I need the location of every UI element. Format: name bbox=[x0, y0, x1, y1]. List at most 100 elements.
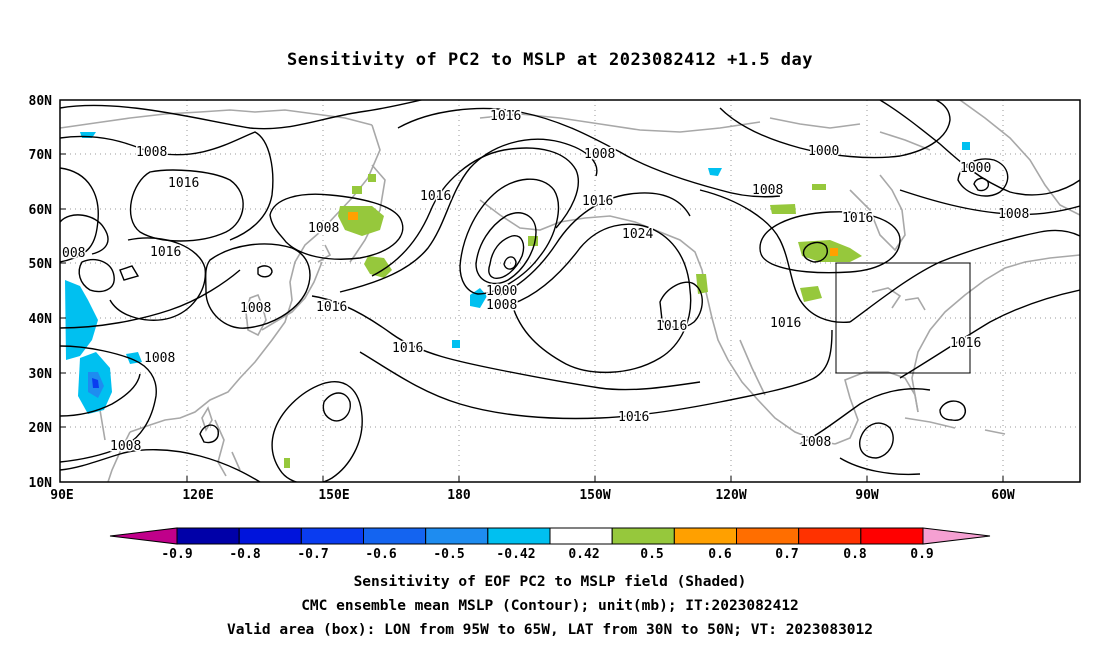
coast-taiwan bbox=[201, 406, 213, 432]
colorbar-label: -0.5 bbox=[433, 547, 464, 562]
map-frame bbox=[59, 99, 1081, 483]
isobar bbox=[511, 223, 692, 374]
colorbar-cell bbox=[176, 527, 240, 545]
contour-label: 1016 bbox=[316, 300, 347, 315]
contour-label: 1016 bbox=[656, 319, 687, 334]
lat-label: 60N bbox=[29, 203, 53, 218]
isobar bbox=[199, 424, 219, 444]
contour-label: 1016 bbox=[950, 336, 981, 351]
lat-label: 40N bbox=[29, 312, 53, 327]
contour-label: 1008 bbox=[136, 145, 167, 160]
coast-asia-east bbox=[129, 124, 381, 433]
isobar bbox=[659, 281, 703, 329]
caption-line-2: CMC ensemble mean MSLP (Contour); unit(m… bbox=[301, 598, 799, 614]
isobar bbox=[497, 192, 691, 297]
colorbar-cell bbox=[611, 527, 675, 545]
colorbar-label: -0.7 bbox=[297, 547, 328, 562]
isobar bbox=[802, 241, 828, 263]
lat-label: 20N bbox=[29, 421, 53, 436]
tick-marks bbox=[60, 99, 1004, 482]
isobars bbox=[60, 100, 1080, 482]
colorbar-labels: -0.9 -0.8 -0.7 -0.6 -0.5 -0.42 0.42 0.5 … bbox=[161, 547, 933, 562]
lat-label: 10N bbox=[29, 476, 53, 491]
contour-label: 1008 bbox=[584, 147, 615, 162]
colorbar-cell bbox=[238, 527, 302, 545]
shade-positive bbox=[364, 256, 392, 278]
lat-label: 30N bbox=[29, 367, 53, 382]
contour-label: 1016 bbox=[150, 245, 181, 260]
colorbar: -0.9 -0.8 -0.7 -0.6 -0.5 -0.42 0.42 0.5 … bbox=[109, 527, 991, 562]
isobar bbox=[879, 100, 1080, 196]
isobar bbox=[759, 211, 901, 274]
isobar bbox=[109, 237, 206, 321]
contour-label: 1016 bbox=[420, 189, 451, 204]
colorbar-label: 0.9 bbox=[910, 547, 933, 562]
contour-label: 1024 bbox=[622, 227, 653, 242]
contour-labels: 1016 1008 1008 1000 1016 1000 1008 1016 … bbox=[61, 108, 1031, 456]
contour-label: 1008 bbox=[240, 301, 271, 316]
figure-title: Sensitivity of PC2 to MSLP at 2023082412… bbox=[286, 50, 813, 70]
isobar bbox=[899, 289, 1080, 379]
isobar bbox=[899, 189, 1080, 216]
colorbar-cell bbox=[798, 527, 862, 545]
isobar bbox=[60, 373, 141, 417]
contour-label: 1016 bbox=[392, 341, 423, 356]
isobar bbox=[719, 100, 951, 159]
coast-arctic-islands bbox=[769, 117, 931, 151]
lon-label: 150E bbox=[318, 488, 349, 503]
isobar bbox=[129, 169, 244, 242]
shade-positive bbox=[338, 206, 384, 236]
coast-asia-north bbox=[60, 109, 373, 129]
shade-negative bbox=[452, 340, 460, 348]
colorbar-label: 0.7 bbox=[775, 547, 798, 562]
contour-label: 1008 bbox=[800, 435, 831, 450]
contour-label: 1008 bbox=[110, 439, 141, 454]
isobar bbox=[939, 400, 966, 421]
colorbar-cell bbox=[860, 527, 924, 545]
colorbar-label: 0.6 bbox=[708, 547, 732, 562]
map-plot: 1016 1008 1008 1000 1016 1000 1008 1016 … bbox=[60, 100, 1080, 482]
isobar bbox=[60, 214, 109, 255]
contour-label: 1016 bbox=[582, 194, 613, 209]
colorbar-cell bbox=[300, 527, 365, 545]
colorbar-label: 0.8 bbox=[843, 547, 867, 562]
lon-label: 120W bbox=[715, 488, 746, 503]
lon-label: 90E bbox=[50, 488, 73, 503]
isobar bbox=[839, 457, 921, 476]
isobar bbox=[973, 177, 990, 192]
sensitivity-shading bbox=[65, 132, 970, 468]
contour-label: 1008 bbox=[144, 351, 175, 366]
contour-label: 1016 bbox=[490, 109, 521, 124]
isobar bbox=[204, 243, 311, 329]
isobar bbox=[60, 131, 274, 241]
isobar bbox=[371, 147, 580, 277]
contour-label: 1016 bbox=[842, 211, 873, 226]
isobar bbox=[269, 193, 404, 260]
shade-positive bbox=[368, 174, 376, 182]
lon-labels: 90E 120E 150E 180 150W 120W 90W 60W bbox=[50, 488, 1015, 503]
isobar bbox=[459, 178, 560, 295]
colorbar-label: -0.6 bbox=[365, 547, 396, 562]
shade-positive bbox=[284, 458, 290, 468]
coast-alaska-north bbox=[479, 113, 761, 133]
isobar bbox=[60, 269, 241, 329]
isobar bbox=[359, 329, 833, 420]
isobar bbox=[503, 256, 517, 270]
lon-label: 60W bbox=[991, 488, 1015, 503]
contour-label: 1008 bbox=[998, 207, 1029, 222]
contour-label: 1016 bbox=[618, 410, 649, 425]
colorbar-cell bbox=[109, 527, 178, 545]
isobar bbox=[257, 265, 273, 278]
lat-label: 50N bbox=[29, 257, 53, 272]
contour-label: 1000 bbox=[808, 144, 839, 159]
contour-label: 1016 bbox=[770, 316, 801, 331]
contour-label: 1008 bbox=[486, 298, 517, 313]
isobar bbox=[859, 422, 894, 459]
isobar bbox=[699, 189, 851, 323]
colorbar-cell bbox=[673, 527, 737, 545]
shade-negative bbox=[65, 280, 98, 360]
contour-label: 1000 bbox=[960, 161, 991, 176]
isobar bbox=[488, 235, 525, 279]
isobar bbox=[339, 138, 598, 293]
isobar bbox=[119, 265, 140, 281]
